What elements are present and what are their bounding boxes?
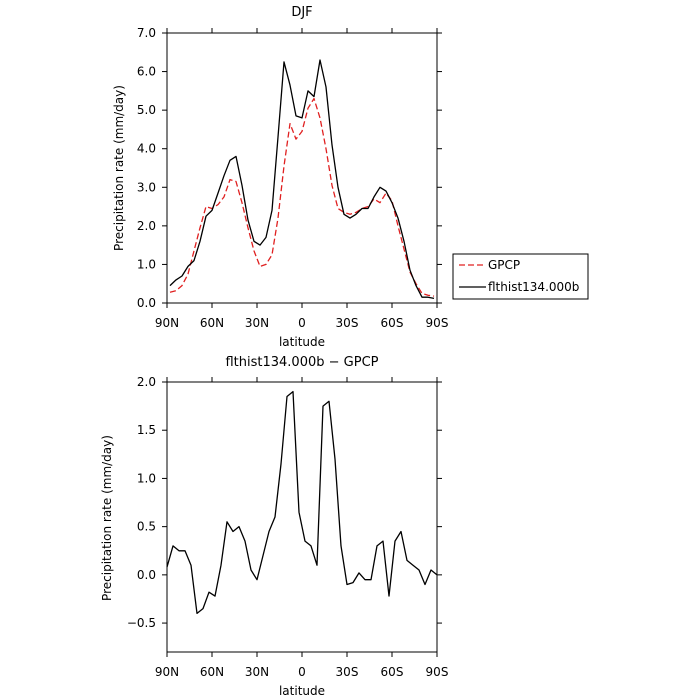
top-x-axis: 90N 60N 30N 0 30S 60S 90S xyxy=(155,28,449,330)
top-y-axis-label: Precipitation rate (mm/day) xyxy=(112,85,126,251)
bottom-chart-title: flthist134.000b − GPCP xyxy=(225,355,378,370)
top-panel: DJF 0.0 1.0 2.0 3.0 4.0 5.0 6.0 7.0 90N 60N 30N 0 3… xyxy=(112,5,589,349)
bottom-x-tick-label-5: 60S xyxy=(381,665,404,679)
top-y-tick-label-2: 2.0 xyxy=(137,219,156,233)
bottom-x-axis-label: latitude xyxy=(279,684,325,698)
top-x-tick-label-2: 30N xyxy=(245,316,269,330)
bottom-y-axis-label: Precipitation rate (mm/day) xyxy=(100,435,114,601)
top-series-flthist134-000b xyxy=(169,59,435,300)
top-y-tick-label-1: 1.0 xyxy=(137,257,156,271)
top-y-axis: 0.0 1.0 2.0 3.0 4.0 5.0 6.0 7.0 xyxy=(137,26,442,310)
bottom-y-tick-label-1: 0.0 xyxy=(137,568,156,582)
top-x-tick-label-5: 60S xyxy=(381,316,404,330)
top-plot-frame xyxy=(166,32,438,304)
bottom-y-tick-label-4: 1.5 xyxy=(137,423,156,437)
top-x-tick-label-0: 90N xyxy=(155,316,179,330)
bottom-x-tick-label-4: 30S xyxy=(336,665,359,679)
top-x-tick-label-6: 90S xyxy=(426,316,449,330)
bottom-y-tick-label-0: −0.5 xyxy=(127,616,156,630)
bottom-y-tick-label-3: 1.0 xyxy=(137,471,156,485)
top-y-tick-label-6: 6.0 xyxy=(137,65,156,79)
top-y-tick-label-3: 3.0 xyxy=(137,180,156,194)
bottom-y-tick-label-5: 2.0 xyxy=(137,375,156,389)
top-chart-title: DJF xyxy=(291,5,312,20)
bottom-x-tick-label-6: 90S xyxy=(426,665,449,679)
bottom-series-difference xyxy=(166,390,438,615)
top-y-tick-label-0: 0.0 xyxy=(137,296,156,310)
top-series-gpcp xyxy=(169,97,435,297)
bottom-y-tick-label-2: 0.5 xyxy=(137,520,156,534)
top-x-tick-label-3: 0 xyxy=(298,316,306,330)
bottom-x-tick-label-2: 30N xyxy=(245,665,269,679)
top-x-tick-label-4: 30S xyxy=(336,316,359,330)
legend: GPCP flthist134.000b xyxy=(452,253,589,300)
bottom-plot-frame xyxy=(166,381,438,653)
top-y-tick-label-5: 5.0 xyxy=(137,103,156,117)
bottom-x-axis: 90N 60N 30N 0 30S 60S 90S xyxy=(155,377,449,679)
bottom-plot-area xyxy=(166,390,438,615)
legend-label-model: flthist134.000b xyxy=(488,280,579,294)
legend-label-gpcp: GPCP xyxy=(488,258,520,272)
top-x-axis-label: latitude xyxy=(279,335,325,349)
top-y-tick-label-4: 4.0 xyxy=(137,142,156,156)
bottom-y-axis: −0.5 0.0 0.5 1.0 1.5 2.0 xyxy=(127,375,442,630)
legend-frame xyxy=(452,253,589,300)
top-plot-area xyxy=(169,59,435,300)
bottom-panel: flthist134.000b − GPCP −0.5 0.0 0.5 1.0 1.5 2… xyxy=(100,355,448,698)
top-x-tick-label-1: 60N xyxy=(200,316,224,330)
top-y-tick-label-7: 7.0 xyxy=(137,26,156,40)
bottom-x-tick-label-3: 0 xyxy=(298,665,306,679)
bottom-x-tick-label-1: 60N xyxy=(200,665,224,679)
bottom-x-tick-label-0: 90N xyxy=(155,665,179,679)
